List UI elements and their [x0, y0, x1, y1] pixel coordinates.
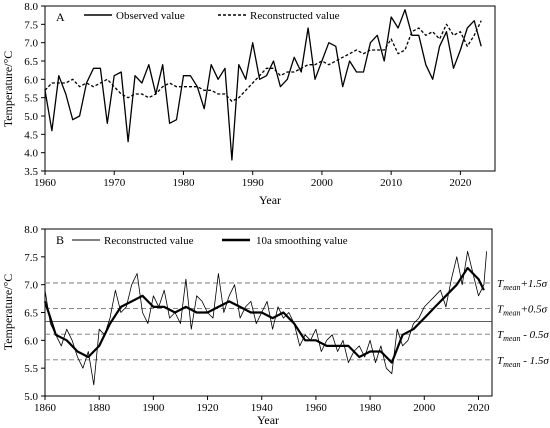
x-tick-label: 1920: [197, 402, 220, 414]
y-tick-label: 6.5: [24, 56, 38, 68]
x-tick-label: 1960: [305, 402, 328, 414]
x-tick-label: 2020: [449, 177, 472, 189]
y-tick-label: 5.5: [24, 363, 38, 375]
x-tick-label: 1940: [251, 402, 274, 414]
y-tick-label: 8.0: [24, 1, 38, 13]
y-tick-label: 4.0: [24, 148, 38, 160]
panel-a-plot-frame: [44, 5, 496, 172]
legend-observed-label: Observed value: [116, 10, 185, 22]
y-tick-label: 5.5: [24, 93, 38, 105]
x-tick-label: 2000: [311, 177, 334, 189]
panel-b-plot-frame: [44, 228, 493, 397]
panel-b-axes: 1860 1880 1900 1920 1940 1960 1980 2000 2020 5.0 5…: [24, 224, 490, 414]
legend-b-smoothing-label: 10a smoothing value: [256, 235, 348, 247]
y-tick-label: 7.0: [24, 280, 38, 292]
reference-line-label: Tmean - 0.5σ: [497, 329, 549, 343]
x-tick-label: 1980: [359, 402, 382, 414]
reference-line-label: Tmean - 1.5σ: [497, 355, 549, 369]
panel-a-series: [44, 9, 482, 161]
panel-b: B Temperature/°C Year Reconstructed valu…: [1, 224, 549, 427]
y-tick-label: 4.5: [24, 129, 38, 141]
reference-line-label: Tmean+0.5σ: [497, 304, 548, 318]
y-tick-label: 7.5: [24, 252, 38, 264]
y-tick-label: 7.0: [24, 38, 38, 50]
y-tick-label: 3.5: [24, 166, 38, 178]
series-line-10a-smoothing-value: [43, 266, 485, 364]
x-tick-label: 1900: [142, 402, 165, 414]
reference-line-label: Tmean+1.5σ: [497, 278, 548, 292]
series-line-reconstructed-value: [44, 250, 487, 386]
panel-b-series: [43, 250, 487, 386]
panel-b-xlabel: Year: [257, 413, 279, 427]
x-tick-label: 2000: [413, 402, 436, 414]
x-tick-label: 1990: [242, 177, 265, 189]
y-tick-label: 6.0: [24, 335, 38, 347]
panel-a-legend: Observed value Reconstructed value: [84, 10, 340, 22]
y-tick-label: 6.5: [24, 308, 38, 320]
series-line-reconstructed-value: [44, 20, 482, 102]
x-tick-label: 1970: [103, 177, 126, 189]
panel-b-legend: Reconstructed value 10a smoothing value: [72, 235, 348, 247]
legend-reconstructed-label: Reconstructed value: [250, 10, 340, 22]
panel-a-label: A: [56, 10, 65, 24]
legend-b-reconstructed-label: Reconstructed value: [104, 235, 194, 247]
x-tick-label: 1860: [34, 402, 57, 414]
panel-a: A Temperature/°C Year Observed value Rec…: [1, 1, 496, 207]
y-tick-label: 8.0: [24, 224, 38, 236]
series-line-observed-value: [44, 9, 482, 161]
panel-a-ylabel: Temperature/°C: [1, 51, 15, 128]
panel-b-ylabel: Temperature/°C: [1, 274, 15, 351]
x-tick-label: 2020: [467, 402, 490, 414]
y-tick-label: 5.0: [24, 111, 38, 123]
y-tick-label: 7.5: [24, 19, 38, 31]
panel-a-xlabel: Year: [259, 193, 281, 207]
x-tick-label: 2010: [380, 177, 403, 189]
y-tick-label: 6.0: [24, 74, 38, 86]
panel-b-reference-lines: Tmean+1.5σ Tmean+0.5σ Tmean - 0.5σ Tmean - …: [45, 278, 549, 369]
y-tick-label: 5.0: [24, 391, 38, 403]
x-tick-label: 1880: [88, 402, 111, 414]
panel-b-label: B: [56, 233, 64, 247]
x-tick-label: 1960: [34, 177, 57, 189]
panel-a-axes: 1960 1970 1980 1990 2000 2010 2020 3.5 4.0 4.5 5.0…: [24, 1, 472, 189]
x-tick-label: 1980: [172, 177, 195, 189]
